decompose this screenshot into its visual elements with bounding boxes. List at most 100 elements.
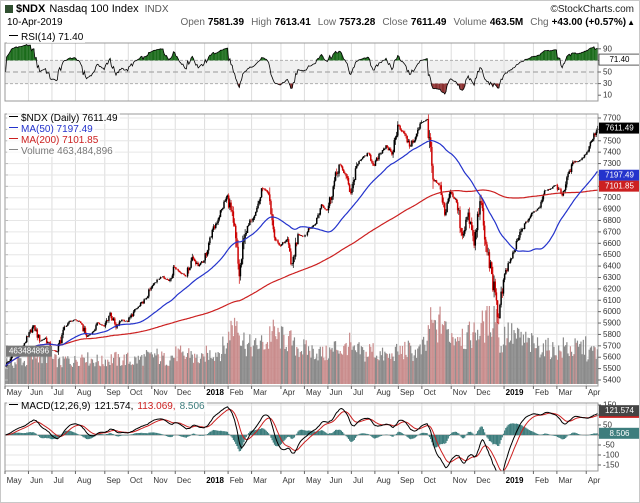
svg-text:Jun: Jun <box>330 388 343 397</box>
index-name: Nasdaq 100 Index <box>49 3 139 15</box>
chg-label: Chg <box>530 17 549 28</box>
rsi-swatch <box>9 35 18 37</box>
rsi-legend-text: RSI(14) 71.40 <box>21 32 84 43</box>
svg-text:Sep: Sep <box>106 388 121 397</box>
svg-text:5800: 5800 <box>603 330 621 339</box>
svg-text:90: 90 <box>603 44 612 53</box>
svg-text:Nov: Nov <box>453 388 467 397</box>
svg-text:May: May <box>306 476 321 485</box>
svg-text:Dec: Dec <box>476 476 490 485</box>
svg-text:Feb: Feb <box>230 476 244 485</box>
svg-text:7700: 7700 <box>603 114 621 123</box>
ma50-line <box>5 140 598 367</box>
svg-text:Apr: Apr <box>283 476 296 485</box>
svg-text:71.40: 71.40 <box>609 55 630 64</box>
svg-text:Feb: Feb <box>535 388 549 397</box>
svg-text:Dec: Dec <box>177 476 191 485</box>
svg-text:2018: 2018 <box>206 388 224 397</box>
svg-text:Jul: Jul <box>353 388 363 397</box>
open-value: 7581.39 <box>207 17 245 28</box>
volume-legend-text: Volume 463,484,896 <box>21 146 113 157</box>
svg-text:Oct: Oct <box>130 388 143 397</box>
svg-text:-100: -100 <box>603 451 620 460</box>
rsi-legend: RSI(14) 71.40 <box>7 32 86 43</box>
svg-text:May: May <box>306 388 321 397</box>
svg-text:6800: 6800 <box>603 216 621 225</box>
macd-swatch <box>9 404 18 406</box>
svg-text:30: 30 <box>603 79 612 88</box>
svg-text:Aug: Aug <box>376 476 390 485</box>
low-value: 7573.28 <box>339 17 376 28</box>
chart-date: 10-Apr-2019 <box>7 17 63 28</box>
svg-text:-150: -150 <box>603 461 620 470</box>
volume-legend: Volume 463,484,896 <box>7 146 115 157</box>
price-legend: $NDX (Daily) 7611.49 <box>7 113 120 124</box>
ma50-legend: MA(50) 7197.49 <box>7 124 95 135</box>
low-label: Low <box>317 17 337 28</box>
svg-text:Mar: Mar <box>558 388 572 397</box>
svg-text:5900: 5900 <box>603 319 621 328</box>
svg-text:7400: 7400 <box>603 148 621 157</box>
svg-text:10: 10 <box>603 91 612 100</box>
macd-legend: MACD(12,26,9) 121.574, 113.069, 8.506 <box>7 401 207 412</box>
ma50-swatch <box>9 127 18 129</box>
close-value: 7611.49 <box>410 17 447 28</box>
macd-signal-value: 113.069, <box>137 401 176 412</box>
svg-text:50: 50 <box>603 421 612 430</box>
svg-text:Apr: Apr <box>283 388 296 397</box>
svg-text:May: May <box>7 388 22 397</box>
ma200-legend-text: MA(200) 7101.85 <box>21 135 99 146</box>
high-value: 7613.41 <box>274 17 311 28</box>
svg-text:5400: 5400 <box>603 376 621 385</box>
svg-text:Aug: Aug <box>77 388 91 397</box>
svg-text:Aug: Aug <box>77 476 91 485</box>
svg-text:Sep: Sep <box>106 476 121 485</box>
axes: 5400 5500 5600 5700 5800 5900 6000 6100 6200 6300… <box>4 42 621 485</box>
svg-text:121.574: 121.574 <box>605 406 634 415</box>
svg-text:2019: 2019 <box>506 476 524 485</box>
svg-text:Apr: Apr <box>588 388 601 397</box>
svg-text:6400: 6400 <box>603 262 621 271</box>
svg-text:Oct: Oct <box>130 476 143 485</box>
rsi-plot <box>5 43 598 95</box>
svg-text:Nov: Nov <box>153 388 167 397</box>
svg-text:7611.49: 7611.49 <box>605 124 634 133</box>
svg-text:Jul: Jul <box>54 476 64 485</box>
svg-text:2018: 2018 <box>206 476 224 485</box>
svg-text:5700: 5700 <box>603 341 621 350</box>
svg-text:6200: 6200 <box>603 284 621 293</box>
svg-text:Jun: Jun <box>330 476 343 485</box>
svg-text:6300: 6300 <box>603 273 621 282</box>
ma50-legend-text: MA(50) 7197.49 <box>21 124 93 135</box>
svg-text:6700: 6700 <box>603 227 621 236</box>
svg-text:Nov: Nov <box>453 476 467 485</box>
watermark: ©StockCharts.com <box>550 4 634 15</box>
svg-text:50: 50 <box>603 68 612 77</box>
svg-text:Mar: Mar <box>253 476 267 485</box>
svg-text:7300: 7300 <box>603 159 621 168</box>
symbol: $NDX <box>16 3 46 15</box>
exchange-label: INDX <box>144 4 169 15</box>
quote-bar: Open 7581.39 High 7613.41 Low 7573.28 Close 761… <box>173 17 635 28</box>
price-swatch <box>9 116 18 118</box>
svg-text:6600: 6600 <box>603 239 621 248</box>
svg-text:6900: 6900 <box>603 205 621 214</box>
ma200-legend: MA(200) 7101.85 <box>7 135 101 146</box>
ma200-line <box>5 189 598 367</box>
price-legend-text: $NDX (Daily) 7611.49 <box>21 113 118 124</box>
svg-text:Mar: Mar <box>253 388 267 397</box>
svg-text:Feb: Feb <box>535 476 549 485</box>
ma200-swatch <box>9 138 18 140</box>
svg-text:Sep: Sep <box>400 388 415 397</box>
macd-hist-value: 8.506 <box>179 401 205 412</box>
svg-text:Jun: Jun <box>30 476 43 485</box>
svg-text:8.506: 8.506 <box>609 429 630 438</box>
volume-swatch <box>9 149 18 151</box>
svg-text:6100: 6100 <box>603 296 621 305</box>
svg-text:2019: 2019 <box>506 388 524 397</box>
svg-text:-50: -50 <box>603 441 615 450</box>
svg-text:Jul: Jul <box>353 476 363 485</box>
svg-text:6500: 6500 <box>603 250 621 259</box>
svg-text:Apr: Apr <box>588 476 601 485</box>
